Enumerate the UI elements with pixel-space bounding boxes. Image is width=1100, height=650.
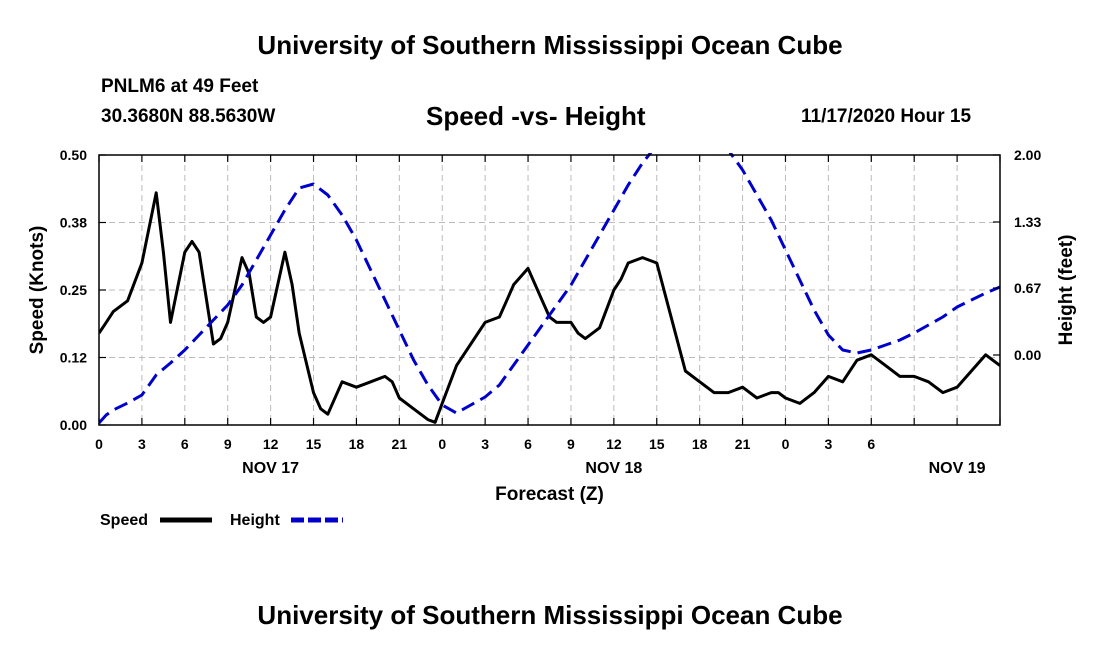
x-axis-title: Forecast (Z)	[495, 484, 604, 505]
legend-speed-label: Speed	[100, 512, 148, 529]
y2-axis-title: Height (feet)	[1056, 235, 1077, 346]
x-tick-label: 6	[867, 436, 875, 452]
y-axis-title: Speed (Knots)	[27, 226, 48, 355]
x-tick-label: 18	[349, 436, 365, 452]
x-tick-label: 0	[782, 436, 790, 452]
x-tick-label: 6	[524, 436, 532, 452]
station-coordinates: 30.3680N 88.5630W	[101, 106, 276, 127]
forecast-datetime: 11/17/2020 Hour 15	[801, 106, 972, 127]
day-label: NOV 18	[585, 460, 642, 477]
station-label: PNLM6 at 49 Feet	[101, 76, 259, 97]
x-tick-label: 9	[567, 436, 575, 452]
series-lines	[99, 153, 1000, 425]
x-tick-label: 3	[481, 436, 489, 452]
day-label: NOV 19	[929, 460, 986, 477]
bottom-title: University of Southern Mississippi Ocean…	[257, 600, 843, 630]
y2-tick-label: 0.67	[1014, 280, 1041, 296]
grid-lines	[99, 155, 1000, 425]
y-tick-label: 0.12	[60, 350, 87, 366]
x-tick-label: 21	[735, 436, 751, 452]
x-tick-label: 15	[649, 436, 665, 452]
y2-tick-label: 1.33	[1014, 214, 1041, 230]
y-tick-label: 0.00	[60, 417, 87, 433]
y2-tick-label: 0.00	[1014, 347, 1041, 363]
legend-height-label: Height	[230, 512, 280, 529]
x-tick-label: 12	[606, 436, 622, 452]
x-tick-label: 12	[263, 436, 279, 452]
y-tick-label: 0.25	[60, 282, 87, 298]
x-tick-label: 15	[306, 436, 322, 452]
x-tick-label: 18	[692, 436, 708, 452]
x-tick-label: 3	[138, 436, 146, 452]
speed-series-line	[99, 191, 1000, 424]
y-tick-label: 0.50	[60, 147, 87, 163]
x-tick-label: 0	[438, 436, 446, 452]
top-title: University of Southern Mississippi Ocean…	[257, 30, 843, 60]
axes: 0 3 6 9 12 15 18 21 0 3 6 9 12 15 18 21 0 3 6 0.00 0.12 0.25 0…	[27, 147, 1077, 505]
legend: Speed Height	[100, 512, 343, 529]
chart-title: Speed -vs- Height	[426, 101, 646, 131]
x-tick-label: 0	[95, 436, 103, 452]
height-series-line	[99, 153, 1000, 425]
x-tick-label: 21	[392, 436, 408, 452]
y-tick-label: 0.38	[60, 215, 87, 231]
x-tick-label: 6	[181, 436, 189, 452]
day-label: NOV 17	[242, 460, 299, 477]
x-tick-label: 3	[824, 436, 832, 452]
x-tick-label: 9	[224, 436, 232, 452]
y2-tick-label: 2.00	[1014, 147, 1041, 163]
